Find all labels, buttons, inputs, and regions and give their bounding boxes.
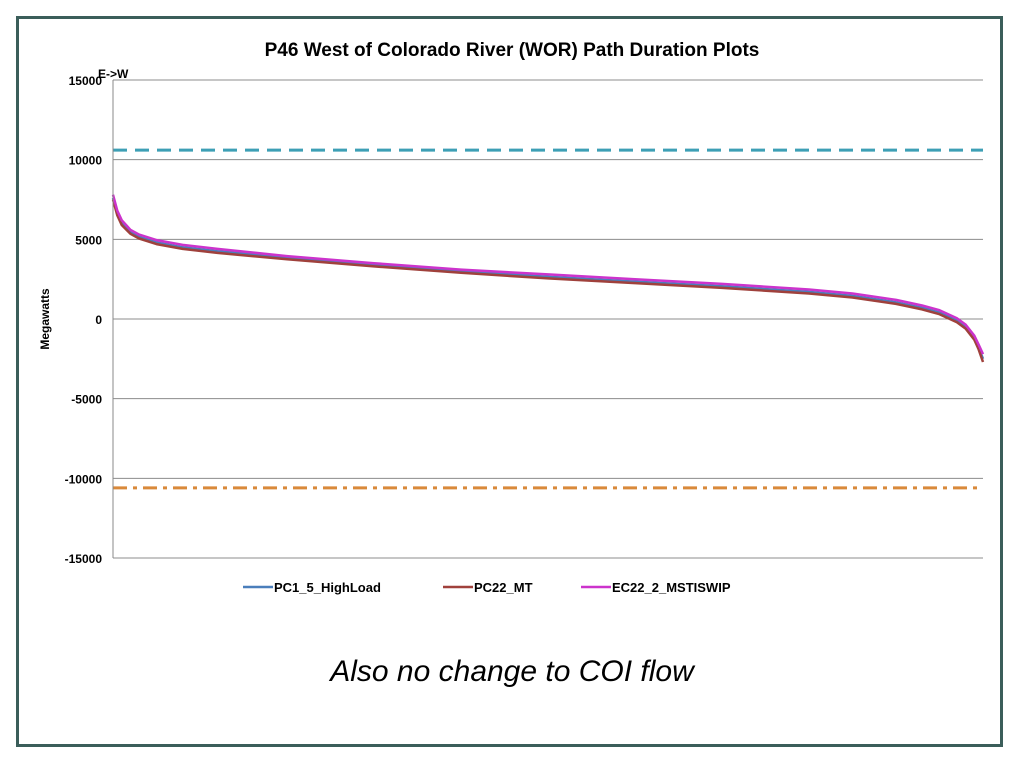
gridlines	[113, 79, 983, 559]
y-tick-label: 0	[95, 313, 102, 327]
y-tick-label: 15000	[69, 74, 103, 88]
legend-label: EC22_2_MSTISWIP	[612, 580, 731, 595]
chart-title: P46 West of Colorado River (WOR) Path Du…	[265, 40, 760, 61]
y-tick-label: -15000	[65, 552, 103, 566]
slide-frame	[16, 16, 1003, 747]
limit-lines	[113, 148, 983, 490]
series-lines	[111, 194, 985, 363]
y-axis-label: Megawatts	[38, 288, 52, 350]
y-tick-label: -10000	[65, 472, 103, 486]
y-tick-labels: 15000 10000 5000 0 -5000 -10000 -15000	[65, 74, 103, 566]
y-tick-label: 5000	[75, 233, 102, 247]
legend-label: PC1_5_HighLoad	[274, 580, 381, 595]
legend-label: PC22_MT	[474, 580, 533, 595]
legend: PC1_5_HighLoad PC22_MT EC22_2_MSTISWIP	[243, 580, 731, 595]
y-tick-label: 10000	[69, 154, 103, 168]
series-line-PC22_MT	[111, 199, 985, 363]
series-line-EC22_2_MSTISWIP	[111, 194, 985, 355]
slide-caption: Also no change to COI flow	[330, 655, 694, 688]
series-line-PC1_5_HighLoad	[111, 197, 985, 360]
y-tick-label: -5000	[71, 393, 102, 407]
direction-label: E->W	[98, 67, 129, 81]
